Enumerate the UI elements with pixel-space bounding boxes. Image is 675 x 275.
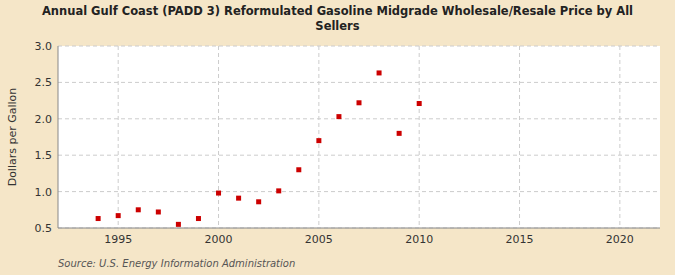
y-grid-line bbox=[58, 46, 660, 47]
point bbox=[176, 222, 181, 227]
x-grid-line bbox=[118, 46, 119, 228]
point bbox=[276, 188, 281, 193]
title: Annual Gulf Coast (PADD 3) Reformulated … bbox=[42, 4, 633, 33]
point bbox=[236, 196, 241, 201]
x-tick-label: 2000 bbox=[205, 233, 233, 246]
point bbox=[357, 100, 362, 105]
y-axis-label: Dollars per Gallon bbox=[6, 88, 19, 187]
point bbox=[136, 207, 141, 212]
y-tick-label: 2.0 bbox=[35, 113, 53, 126]
chart-svg: 0.5 1.0 1.5 2.0 2.5 3.0 1995 2000 2005 2010 2015 20… bbox=[0, 0, 675, 275]
tick-labels: 0.5 1.0 1.5 2.0 2.5 3.0 1995 2000 2005 2010 2015 20… bbox=[35, 40, 634, 246]
point bbox=[156, 209, 161, 214]
y-tick-label: 0.5 bbox=[35, 222, 53, 235]
point bbox=[296, 167, 301, 172]
plot-background bbox=[58, 46, 660, 228]
x-grid-line bbox=[318, 46, 319, 228]
y-grid-line bbox=[58, 118, 660, 119]
x-grid-line bbox=[519, 46, 520, 228]
point bbox=[397, 131, 402, 136]
x-grid-line bbox=[419, 46, 420, 228]
point bbox=[116, 213, 121, 218]
x-grid-line bbox=[218, 46, 219, 228]
y-grid-line bbox=[58, 191, 660, 192]
point bbox=[216, 191, 221, 196]
y-grid-line bbox=[58, 82, 660, 83]
points bbox=[96, 70, 422, 226]
chart-container: 0.5 1.0 1.5 2.0 2.5 3.0 1995 2000 2005 2010 2015 20… bbox=[0, 0, 675, 275]
x-tick-label: 2005 bbox=[305, 233, 333, 246]
y-grid-line bbox=[58, 155, 660, 156]
point bbox=[377, 70, 382, 75]
y-axis-line bbox=[58, 46, 59, 228]
x-tick-label: 2020 bbox=[606, 233, 634, 246]
x-grid-line bbox=[619, 46, 620, 228]
y-tick-label: 2.5 bbox=[35, 76, 53, 89]
x-axis-line bbox=[58, 228, 660, 229]
y-grid-line bbox=[58, 228, 660, 229]
y-tick-label: 1.5 bbox=[35, 149, 53, 162]
point bbox=[196, 216, 201, 221]
y-tick-label: 3.0 bbox=[35, 40, 53, 53]
point bbox=[417, 101, 422, 106]
source-note: Source: U.S. Energy Information Administ… bbox=[58, 258, 295, 269]
point bbox=[96, 216, 101, 221]
x-tick-label: 2010 bbox=[405, 233, 433, 246]
point bbox=[316, 138, 321, 143]
point bbox=[256, 199, 261, 204]
y-tick-label: 1.0 bbox=[35, 186, 53, 199]
point bbox=[336, 114, 341, 119]
grid bbox=[58, 46, 660, 228]
x-tick-label: 2015 bbox=[506, 233, 534, 246]
background bbox=[0, 0, 675, 275]
x-tick-label: 1995 bbox=[104, 233, 132, 246]
